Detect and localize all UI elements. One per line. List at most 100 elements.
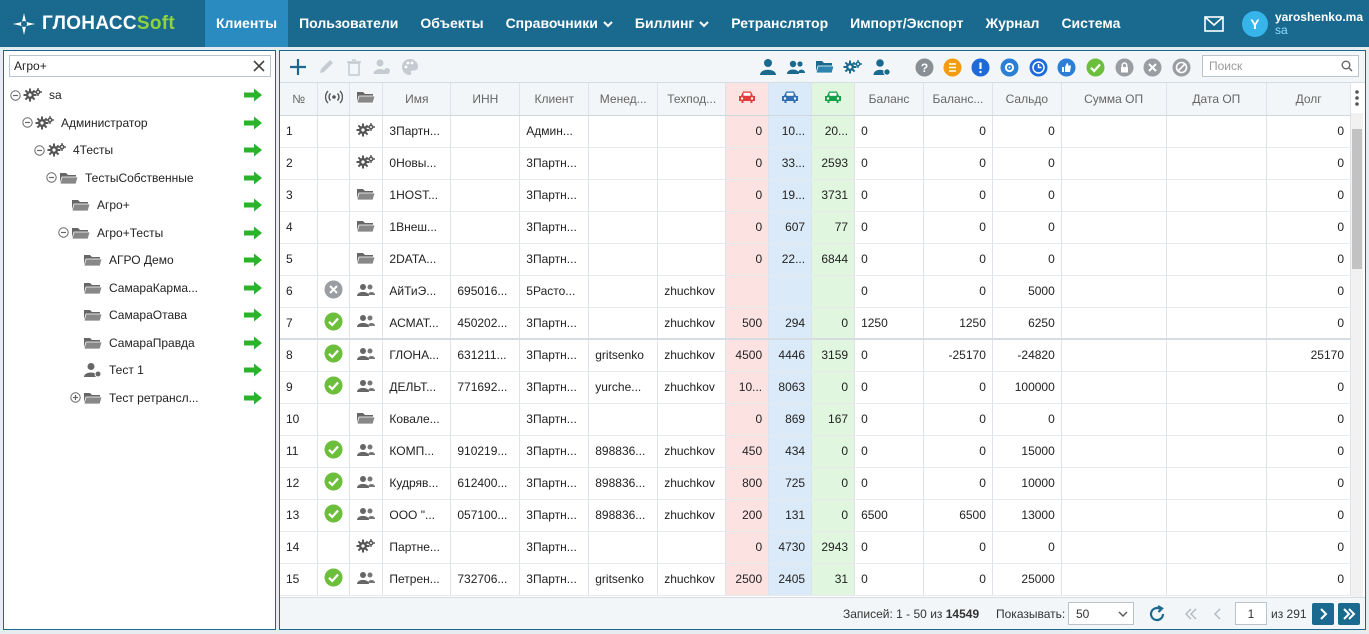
column-header[interactable]: [768, 83, 813, 116]
table-row[interactable]: 3 1HOST... 3Партн... 0 19... 3731 0 0 0 0: [280, 179, 1351, 212]
delete-button[interactable]: [344, 57, 364, 77]
column-header[interactable]: №: [280, 83, 319, 116]
avatar[interactable]: Y: [1241, 10, 1268, 37]
palette-button[interactable]: [400, 57, 420, 77]
alert-button[interactable]: [970, 57, 990, 77]
user-button[interactable]: [758, 57, 778, 77]
add-button[interactable]: [288, 57, 308, 77]
scrollbar-thumb[interactable]: [1352, 129, 1362, 269]
refresh-button[interactable]: [1146, 603, 1168, 625]
table-row[interactable]: 15 Петрен... 732706... 3Партн... gritsenko zh…: [280, 563, 1351, 596]
collapse-icon[interactable]: [10, 89, 21, 101]
lock-button[interactable]: [1114, 57, 1134, 77]
prev-page-button[interactable]: [1207, 603, 1229, 625]
column-menu-icon[interactable]: [1351, 88, 1363, 108]
arrow-right-icon[interactable]: [243, 88, 263, 102]
folder-open-button[interactable]: [815, 57, 835, 77]
table-row[interactable]: 13 ООО "... 057100... 3Партн... 898836... zhu…: [280, 499, 1351, 532]
arrow-right-icon[interactable]: [243, 116, 263, 130]
last-page-button[interactable]: [1338, 603, 1360, 625]
cancel-button[interactable]: [1142, 57, 1162, 77]
check-button[interactable]: [1085, 57, 1105, 77]
block-button[interactable]: [1171, 57, 1191, 77]
arrow-right-icon[interactable]: [243, 363, 263, 377]
arrow-right-icon[interactable]: [243, 198, 263, 212]
table-row[interactable]: 7 АСМАТ... 450202... 3Партн... zhuchkov 500 29…: [280, 307, 1351, 340]
arrow-right-icon[interactable]: [243, 336, 263, 350]
column-header[interactable]: [811, 83, 856, 116]
arrow-right-icon[interactable]: [243, 391, 263, 405]
table-row[interactable]: 10 Ковале... 3Партн... 0 869 167 0 0 0 0: [280, 403, 1351, 436]
table-row[interactable]: 1 3Партн... Админ... 0 10... 20... 0 0 0 0: [280, 115, 1351, 148]
table-row[interactable]: 5 2DATA... 3Партн... 0 22... 6844 0 0 0 0: [280, 243, 1351, 276]
collapse-icon[interactable]: [34, 144, 45, 156]
column-header[interactable]: [725, 83, 770, 116]
arrow-right-icon[interactable]: [243, 281, 263, 295]
table-row[interactable]: 4 1Внеш... 3Партн... 0 607 77 0 0 0 0: [280, 211, 1351, 244]
column-header[interactable]: Дата ОП: [1166, 83, 1268, 116]
collapse-icon[interactable]: [58, 227, 69, 238]
clock-button[interactable]: [1028, 57, 1048, 77]
nav-item-4[interactable]: Биллинг: [624, 0, 720, 47]
search-input[interactable]: [1203, 56, 1333, 76]
tree-item[interactable]: ТестыСобственные: [4, 165, 275, 191]
users-button[interactable]: [786, 57, 806, 77]
table-row[interactable]: 9 ДЕЛЬТ... 771692... 3Партн... yurche... zhuc…: [280, 371, 1351, 404]
mail-icon[interactable]: [1204, 15, 1224, 32]
column-header[interactable]: Техпод...: [657, 83, 727, 116]
nav-item-7[interactable]: Журнал: [974, 0, 1050, 47]
column-header[interactable]: Баланс...: [923, 83, 993, 116]
arrow-right-icon[interactable]: [243, 253, 263, 267]
tree-item[interactable]: 4Тесты: [4, 137, 275, 163]
tree-item[interactable]: СамараКарма...: [4, 275, 275, 301]
user-info[interactable]: yaroshenko.ma sa: [1275, 10, 1363, 37]
vertical-scrollbar[interactable]: [1351, 113, 1363, 597]
edit-button[interactable]: [316, 57, 336, 77]
nav-item-8[interactable]: Система: [1050, 0, 1131, 47]
table-row[interactable]: 2 0Новы... 3Партн... 0 33... 2593 0 0 0 0: [280, 147, 1351, 180]
arrow-right-icon[interactable]: [243, 143, 263, 157]
column-header[interactable]: Баланс: [854, 83, 924, 116]
tree-item[interactable]: Агро+Тесты: [4, 220, 275, 246]
column-header[interactable]: Долг: [1266, 83, 1351, 116]
nav-item-3[interactable]: Справочники: [495, 0, 624, 47]
column-header[interactable]: Имя: [382, 83, 452, 116]
column-header[interactable]: Клиент: [519, 83, 590, 116]
arrow-right-icon[interactable]: [243, 171, 263, 185]
tree-item[interactable]: Администратор: [4, 110, 275, 136]
nav-item-6[interactable]: Импорт/Экспорт: [839, 0, 974, 47]
table-row[interactable]: 8 ГЛОНА... 631211... 3Партн... gritsenko zhuc…: [280, 338, 1351, 372]
tree-item[interactable]: Тест 1: [4, 357, 275, 383]
arrow-right-icon[interactable]: [243, 308, 263, 322]
nav-item-2[interactable]: Объекты: [409, 0, 494, 47]
tree-item[interactable]: СамараОтава: [4, 302, 275, 328]
tree-item[interactable]: Тест ретрансл...: [4, 385, 275, 411]
logo[interactable]: ГЛОНАССSoft: [0, 0, 205, 47]
nav-item-0[interactable]: Клиенты: [205, 0, 289, 47]
list-button[interactable]: [942, 57, 962, 77]
arrow-right-icon[interactable]: [243, 226, 263, 240]
table-row[interactable]: 6 АйТиЭ... 695016... 5Расто... zhuchkov 0 0 500…: [280, 275, 1351, 308]
nav-item-1[interactable]: Пользователи: [288, 0, 409, 47]
help-button[interactable]: ?: [914, 57, 934, 77]
tree-item[interactable]: АГРО Демо: [4, 247, 275, 273]
first-page-button[interactable]: [1180, 603, 1202, 625]
column-header[interactable]: [349, 83, 384, 116]
column-header[interactable]: Сальдо: [992, 83, 1062, 116]
thumbs-up-button[interactable]: [1056, 57, 1076, 77]
tree-search-input[interactable]: [10, 56, 246, 76]
tree-item[interactable]: sa: [4, 82, 275, 108]
collapse-icon[interactable]: [22, 117, 33, 128]
tree-item[interactable]: СамараПравда: [4, 330, 275, 356]
column-header[interactable]: [317, 83, 351, 116]
close-icon[interactable]: [252, 59, 266, 73]
settings-button[interactable]: [999, 57, 1019, 77]
page-size-select[interactable]: 50: [1068, 602, 1134, 625]
table-row[interactable]: 14 Партне... 3Партн... 0 4730 2943 0 0 0 0: [280, 531, 1351, 564]
search-icon[interactable]: [1341, 60, 1353, 72]
column-header[interactable]: Менед...: [588, 83, 659, 116]
user-gear-button[interactable]: [872, 57, 892, 77]
next-page-button[interactable]: [1312, 603, 1334, 625]
table-row[interactable]: 11 КОМП... 910219... 3Партн... 898836... zhuc…: [280, 435, 1351, 468]
table-row[interactable]: 12 Кудряв... 612400... 3Партн... 898836... zh…: [280, 467, 1351, 500]
